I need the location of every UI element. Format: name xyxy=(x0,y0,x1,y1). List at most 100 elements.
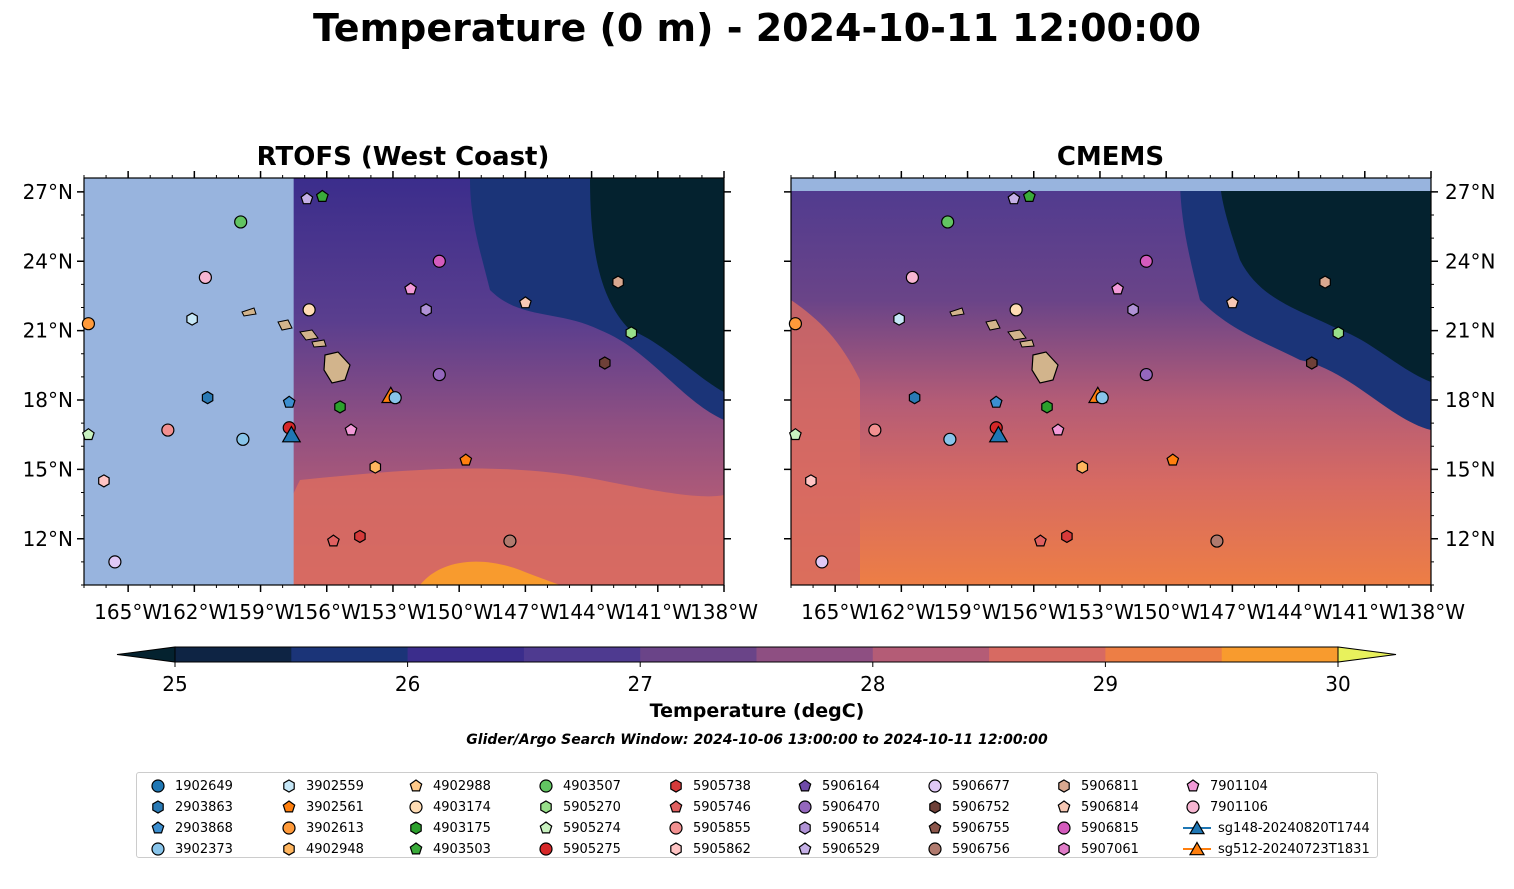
legend-item-5906756: 5906756 xyxy=(924,840,1010,858)
legend-symbol xyxy=(1057,800,1071,813)
legend-item-3902373: 3902373 xyxy=(147,840,233,858)
lon-tick-label: 141°W xyxy=(624,600,692,624)
legend-symbol xyxy=(282,800,296,813)
float-marker-7901104 xyxy=(1111,282,1125,295)
colorbar-segment xyxy=(291,647,409,662)
legend-marker xyxy=(670,842,682,856)
legend-symbol xyxy=(151,821,165,834)
legend-item-5905738: 5905738 xyxy=(665,777,751,795)
legend-label: 5905738 xyxy=(693,778,751,794)
float-marker-4903507 xyxy=(234,215,248,229)
colorbar-segment xyxy=(1221,647,1339,662)
lat-tick-label: 18°N xyxy=(23,388,73,412)
float-marker-sg148-20240820T1744 xyxy=(988,425,1009,443)
legend-label: 3902559 xyxy=(306,778,364,794)
legend-label: 5906470 xyxy=(822,799,880,815)
legend-marker xyxy=(1057,800,1071,813)
float-marker-5905270 xyxy=(625,326,638,340)
float-marker-4902948 xyxy=(369,460,382,474)
legend-label: 5905746 xyxy=(693,799,751,815)
legend-symbol xyxy=(1057,821,1071,835)
legend-item-2903868: 2903868 xyxy=(147,819,233,837)
legend-symbol xyxy=(409,800,423,814)
cmems-temperature-field xyxy=(791,178,1431,585)
lon-tick-label: 165°W xyxy=(94,600,162,624)
float-marker-5905855 xyxy=(868,423,882,437)
legend-marker xyxy=(669,800,683,813)
legend-item-sg148-20240820T1744: sg148-20240820T1744 xyxy=(1182,819,1370,837)
legend-label: 4903503 xyxy=(433,841,491,857)
legend-label: 5905862 xyxy=(693,841,751,857)
legend-symbol xyxy=(539,821,553,834)
legend-label: 2903863 xyxy=(175,799,233,815)
legend-marker xyxy=(540,800,552,814)
legend-symbol xyxy=(928,842,942,856)
legend-label: 3902373 xyxy=(175,841,233,857)
legend-label: 5906514 xyxy=(822,820,880,836)
lat-tick-label: 12°N xyxy=(23,527,73,551)
legend-marker xyxy=(669,821,683,835)
float-marker-3902613 xyxy=(788,317,803,331)
legend-item-5906514: 5906514 xyxy=(794,819,880,837)
lat-tick-label: 21°N xyxy=(1445,319,1495,343)
float-marker-3902373 xyxy=(1095,391,1109,405)
rtofs-temperature-field xyxy=(84,178,724,585)
legend-symbol xyxy=(151,842,165,856)
legend-marker xyxy=(151,842,165,856)
legend-label: 5906811 xyxy=(1081,778,1139,794)
float-marker-7901104 xyxy=(404,282,418,295)
legend-marker xyxy=(670,779,682,793)
legend-symbol xyxy=(670,842,682,856)
legend-item-5905855: 5905855 xyxy=(665,819,751,837)
float-marker-5906470 xyxy=(432,367,446,382)
legend-symbol xyxy=(798,842,812,855)
legend-item-5905275: 5905275 xyxy=(535,840,621,858)
legend-marker xyxy=(928,842,942,856)
legend-label: 5905855 xyxy=(693,820,751,836)
legend-label: 5906677 xyxy=(952,778,1010,794)
legend-marker xyxy=(283,842,295,856)
lon-tick-label: 153°W xyxy=(1066,600,1134,624)
legend-label: 5905274 xyxy=(563,820,621,836)
legend-symbol xyxy=(1058,842,1070,856)
lat-tick-label: 27°N xyxy=(23,180,73,204)
legend-symbol xyxy=(282,821,296,835)
colorbar-over-extend xyxy=(1337,646,1397,663)
float-marker-3902559 xyxy=(893,312,905,326)
legend-label: 3902613 xyxy=(306,820,364,836)
legend-marker xyxy=(1057,821,1071,835)
search-window-caption: Glider/Argo Search Window: 2024-10-06 13… xyxy=(466,732,1048,748)
legend-symbol xyxy=(409,779,423,792)
legend-label: 5907061 xyxy=(1081,841,1139,857)
float-marker-5905746 xyxy=(326,534,340,547)
legend-item-sg512-20240723T1831: sg512-20240723T1831 xyxy=(1182,840,1370,858)
float-marker-5906529 xyxy=(1007,192,1021,205)
lon-tick-label: 162°W xyxy=(160,600,228,624)
legend-marker xyxy=(1058,842,1070,856)
legend-symbol xyxy=(283,779,295,793)
lon-tick-label: 144°W xyxy=(558,600,626,624)
float-marker-2903868 xyxy=(989,395,1003,408)
colorbar-tick-label: 28 xyxy=(860,672,885,696)
legend-marker xyxy=(409,779,423,792)
legend-label: sg512-20240723T1831 xyxy=(1218,841,1370,857)
legend-item-5905270: 5905270 xyxy=(535,798,621,816)
lat-tick-label: 24°N xyxy=(23,249,73,273)
legend-marker xyxy=(151,821,165,834)
colorbar-segment xyxy=(1105,647,1223,662)
lon-tick-label: 144°W xyxy=(1265,600,1333,624)
float-marker-5905862 xyxy=(805,474,817,488)
float-marker-3902373 xyxy=(388,391,402,405)
lat-tick-label: 24°N xyxy=(1445,249,1495,273)
float-marker-4903174 xyxy=(1009,303,1023,317)
float-marker-4903503 xyxy=(1022,189,1036,202)
legend-item-4903174: 4903174 xyxy=(405,798,491,816)
legend-symbol xyxy=(152,800,164,814)
legend-label: 5905270 xyxy=(563,799,621,815)
float-marker-7901104 xyxy=(1051,423,1065,436)
float-marker-4903175 xyxy=(334,400,346,414)
colorbar-segment xyxy=(756,647,874,662)
legend-label: sg148-20240820T1744 xyxy=(1218,820,1370,836)
legend-label: 2903868 xyxy=(175,820,233,836)
lon-tick-label: 162°W xyxy=(867,600,935,624)
